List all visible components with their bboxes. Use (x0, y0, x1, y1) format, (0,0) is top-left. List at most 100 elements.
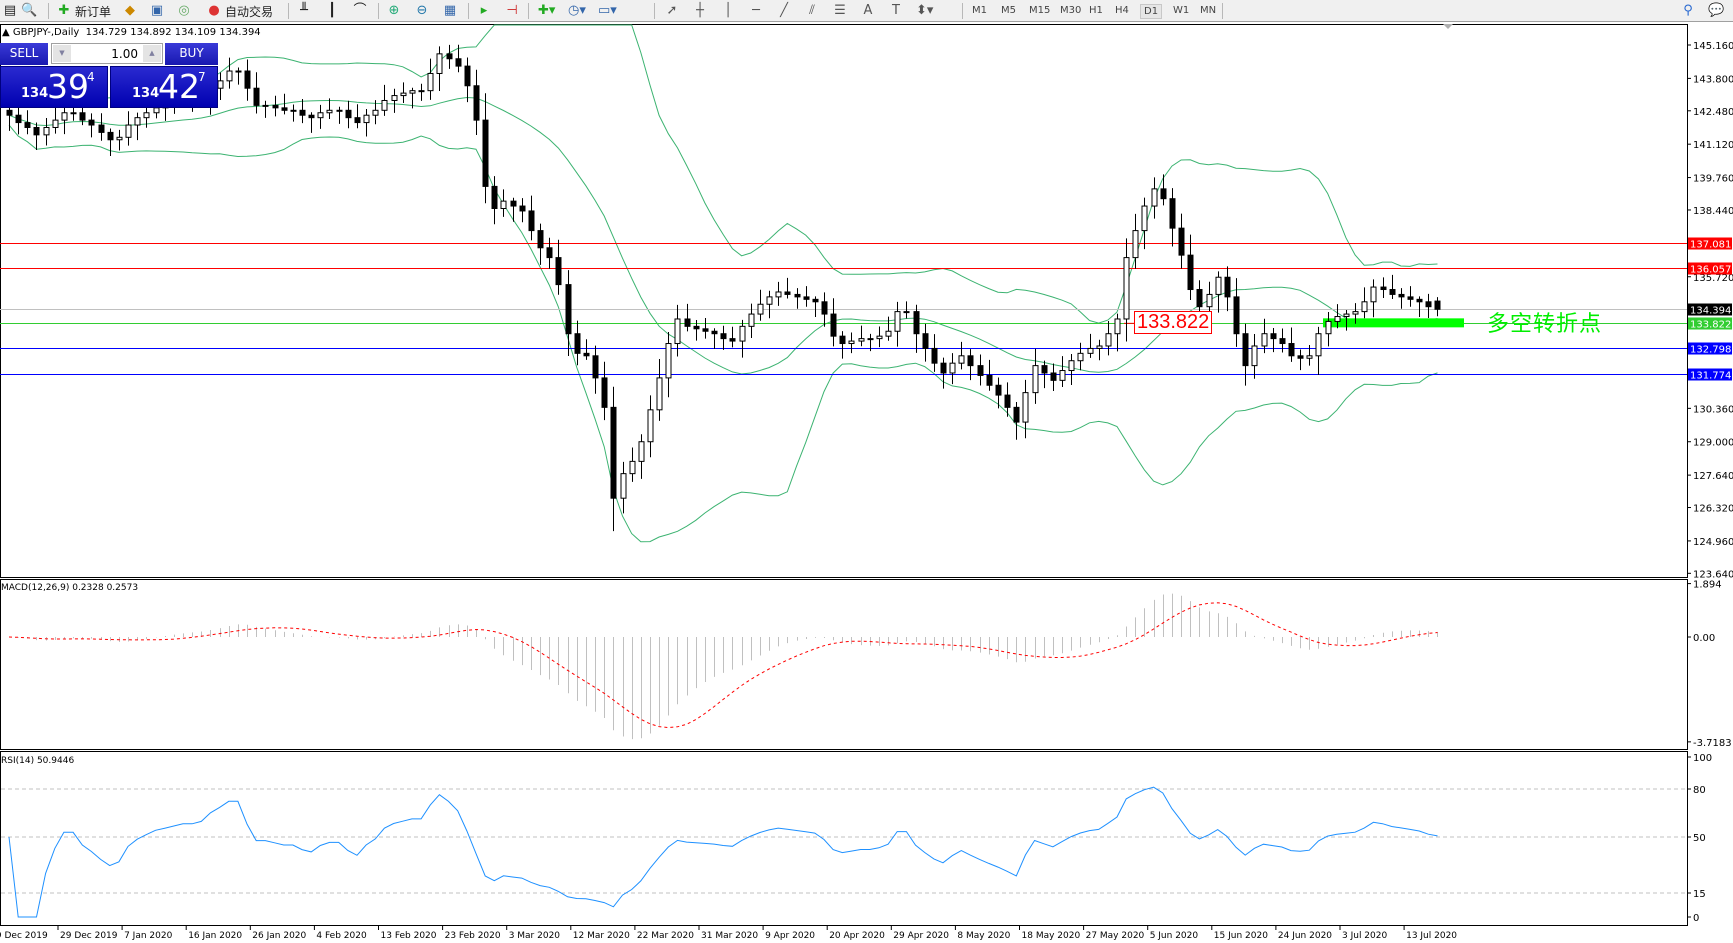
new-chart-icon[interactable]: ▤ (3, 3, 17, 18)
cursor-icon[interactable]: ➚ (666, 3, 678, 18)
timeframe-m30[interactable]: M30 (1060, 5, 1082, 16)
candle-body (1370, 286, 1377, 303)
templates-icon[interactable]: ▭▾ (598, 3, 617, 18)
timeframe-m1[interactable]: M1 (972, 5, 987, 16)
autoscroll-icon[interactable]: ▸ (480, 3, 488, 18)
navigator-icon[interactable]: ▣ (150, 3, 164, 18)
macd-panel[interactable]: 1.894 0.00 -3.7183 MACD(12,26,9) 0.2328 0.2… (0, 579, 1732, 750)
bar-chart-icon[interactable]: ╨ (300, 3, 308, 18)
candle-body (326, 109, 333, 114)
candle-body (1096, 345, 1103, 349)
buy-button[interactable]: BUY (165, 43, 218, 65)
candle-body (510, 200, 517, 207)
candle-body (70, 112, 77, 115)
candle-body (24, 122, 31, 128)
toolbar-separator (962, 3, 963, 19)
price-panel[interactable]: 145.160 143.800 142.480 141.120 139.760 138.4… (0, 24, 1733, 580)
chart-shift-marker (1443, 24, 1453, 29)
rsi-panel[interactable]: 100 80 50 15 0 RSI(14) 50.9446 (0, 751, 1713, 926)
auto-trading-button[interactable]: ● 自动交易 (206, 2, 273, 20)
candle-body (88, 119, 95, 126)
candle-body (1425, 301, 1432, 308)
lots-increase-icon[interactable]: ▲ (143, 45, 161, 62)
candle-body (528, 210, 535, 232)
candlestick-icon[interactable]: ┃ (328, 3, 336, 18)
candle-body (1041, 365, 1048, 374)
equidistant-channel-icon[interactable]: ⫽ (809, 3, 815, 18)
candle-body (235, 70, 242, 73)
crosshair-icon[interactable]: ┼ (696, 3, 704, 18)
candle-body (674, 318, 681, 345)
horizontal-line-icon[interactable]: ─ (752, 3, 760, 18)
macd-signal-line (8, 602, 1438, 729)
toolbar-separator (654, 3, 655, 19)
vertical-line-icon[interactable]: │ (724, 3, 732, 18)
lots-value[interactable]: 1.00 (111, 47, 138, 61)
candle-body (1352, 311, 1359, 315)
lots-decrease-icon[interactable]: ▼ (53, 45, 71, 62)
tile-windows-icon[interactable]: ▦ (443, 3, 457, 18)
periods-icon[interactable]: ◷▾ (568, 3, 586, 18)
candle-body (1233, 296, 1240, 335)
rsi-tick-label: 15 (1693, 889, 1706, 900)
zoom-chart-icon[interactable]: 🔍 (21, 3, 38, 18)
price-tick-label: 143.800 (1693, 74, 1733, 85)
candle-body (52, 119, 59, 128)
timeframe-h4[interactable]: H4 (1115, 5, 1129, 16)
price-annotation-label[interactable]: 133.822 (1134, 311, 1213, 334)
search-icon[interactable]: ⚲ (1683, 3, 1693, 18)
sell-price-box[interactable]: 134 39 4 (0, 66, 108, 108)
candle-body (1141, 205, 1148, 232)
trendline-icon[interactable]: ╱ (780, 3, 788, 18)
lots-input[interactable]: ▼ 1.00 ▲ (51, 43, 163, 64)
candle-body (217, 80, 224, 89)
date-label: 20 Apr 2020 (829, 931, 885, 941)
date-label: 3 Jul 2020 (1342, 931, 1387, 941)
timeframe-w1[interactable]: W1 (1173, 5, 1190, 16)
signals-icon[interactable]: ◎ (178, 3, 190, 18)
timeframe-mn[interactable]: MN (1200, 5, 1217, 16)
price-label: 137.081 (1690, 240, 1731, 251)
new-order-label: 新订单 (75, 4, 112, 19)
candle-body (1315, 333, 1322, 357)
text-icon[interactable]: A (863, 3, 873, 18)
indicators-icon[interactable]: ✚▾ (538, 3, 556, 18)
line-chart-icon[interactable]: ⌒ (353, 3, 367, 18)
price-label-box (1688, 317, 1732, 330)
timeframe-h1[interactable]: H1 (1089, 5, 1103, 16)
price-tick-label: 141.120 (1693, 140, 1733, 151)
candle-body (711, 330, 718, 335)
auto-trading-label: 自动交易 (225, 4, 274, 19)
price-label-box (1688, 262, 1732, 275)
zoom-in-icon[interactable]: ⊕ (388, 3, 400, 18)
zoom-out-icon[interactable]: ⊖ (416, 3, 428, 18)
price-tick-label: 123.640 (1693, 569, 1733, 580)
candle-body (848, 340, 855, 345)
candle-body (1160, 188, 1167, 200)
timeframe-m5[interactable]: M5 (1001, 5, 1016, 16)
chart-shift-icon[interactable]: ⊣ (506, 3, 518, 18)
timeframe-d1[interactable]: D1 (1140, 4, 1163, 19)
market-watch-icon[interactable]: ◆ (125, 3, 135, 18)
candle-body (601, 377, 608, 408)
arrows-icon[interactable]: ⬍▾ (916, 3, 934, 18)
chat-icon[interactable]: 💬 (1708, 3, 1725, 18)
turning-point-annotation[interactable]: 多空转折点 (1487, 312, 1603, 337)
buy-price-pip: 7 (198, 70, 206, 84)
price-tick-label: 127.640 (1693, 471, 1733, 482)
candle-body (391, 95, 398, 101)
timeframe-m15[interactable]: M15 (1029, 5, 1051, 16)
new-order-button[interactable]: ✚ 新订单 (56, 2, 111, 20)
fibonacci-icon[interactable]: ☰ (834, 3, 846, 18)
sell-button[interactable]: SELL (0, 43, 48, 65)
candle-body (143, 112, 150, 119)
collapse-arrow-icon[interactable]: ▲ (2, 27, 10, 38)
buy-price-box[interactable]: 134 42 7 (110, 66, 218, 108)
candle-body (381, 99, 388, 111)
text-label-icon[interactable]: T (892, 3, 900, 18)
candle-body (821, 301, 828, 315)
macd-tick-label: 0.00 (1693, 633, 1715, 644)
price-tick-label: 130.360 (1693, 404, 1733, 415)
candle-body (665, 343, 672, 379)
